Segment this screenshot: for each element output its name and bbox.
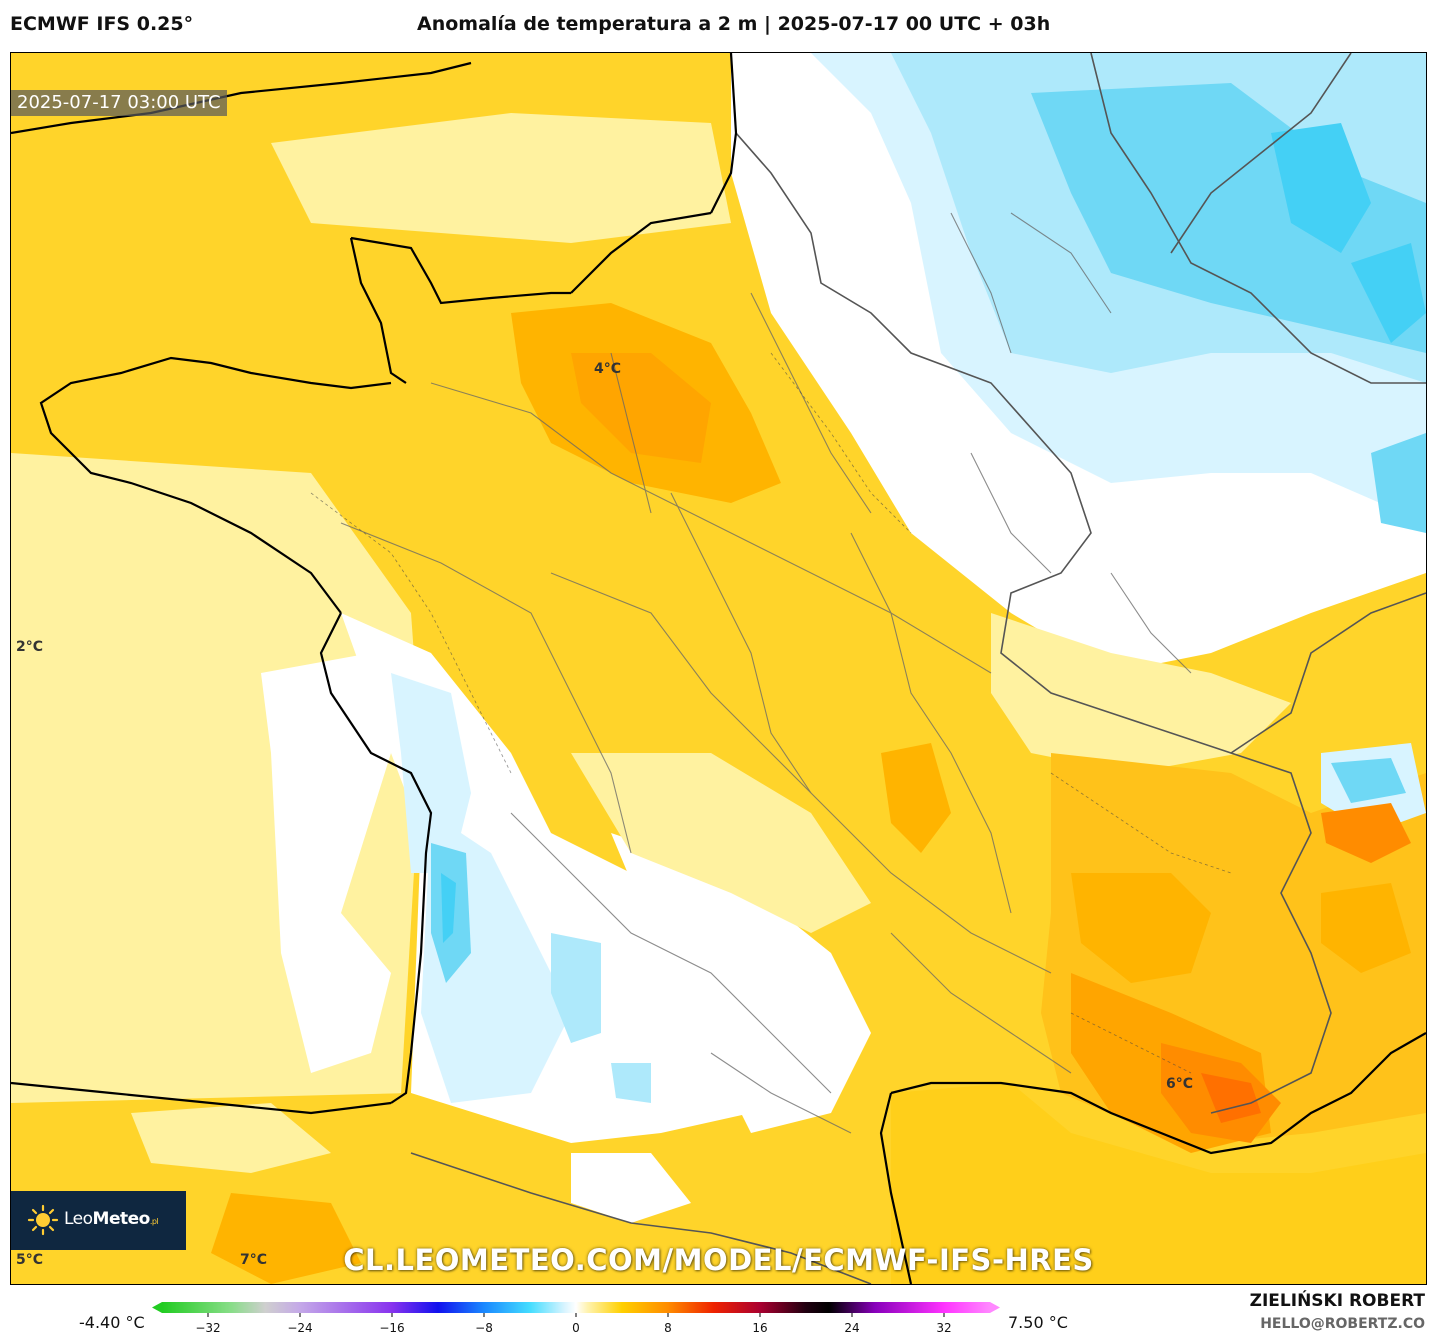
logo-suffix: .pl — [149, 1217, 159, 1226]
colorbar: −32 −24 −16 −8 0 8 16 24 32 — [152, 1302, 1000, 1335]
colorbar-tick-label: 24 — [844, 1321, 859, 1335]
anomaly-label: 6°C — [1166, 1076, 1194, 1092]
colorbar-min-arrow — [152, 1302, 162, 1313]
logo-text-bold: Meteo — [92, 1209, 151, 1229]
author-name: ZIELIŃSKI ROBERT — [1249, 1291, 1425, 1311]
colorbar-tick-label: −24 — [287, 1321, 312, 1335]
colorbar-gradient — [162, 1302, 990, 1313]
valid-time-label: 2025-07-17 03:00 UTC — [11, 90, 227, 116]
author-email: HELLO@ROBERTZ.CO — [1260, 1316, 1425, 1332]
anomaly-map — [11, 53, 1426, 1284]
anomaly-label: 4°C — [594, 361, 622, 377]
colorbar-tick-label: −8 — [475, 1321, 493, 1335]
colorbar-tick-label: 8 — [664, 1321, 672, 1335]
colorbar-tick-label: −32 — [195, 1321, 220, 1335]
model-name: ECMWF IFS 0.25° — [10, 13, 194, 35]
map-panel: 2025-07-17 03:00 UTC 4°C 2°C 6°C 5°C 7°C… — [10, 52, 1427, 1285]
anomaly-label: 2°C — [16, 639, 44, 655]
source-url-watermark: CL.LEOMETEO.COM/MODEL/ECMWF-IFS-HRES — [343, 1243, 1094, 1277]
colorbar-tick-label: 16 — [752, 1321, 767, 1335]
colorbar-tick-label: −16 — [379, 1321, 404, 1335]
anomaly-label: 7°C — [240, 1252, 268, 1268]
colorbar-tick-label: 0 — [572, 1321, 580, 1335]
colorbar-max-label: 7.50 °C — [1008, 1313, 1068, 1332]
leometeo-logo: LeoMeteo.pl — [11, 1191, 186, 1250]
map-title: Anomalía de temperatura a 2 m | 2025-07-… — [417, 13, 1051, 35]
sun-icon — [27, 1204, 59, 1236]
colorbar-tick-label: 32 — [936, 1321, 951, 1335]
colorbar-min-label: -4.40 °C — [79, 1313, 145, 1332]
anomaly-label: 5°C — [16, 1252, 44, 1268]
colorbar-max-arrow — [990, 1302, 1000, 1313]
logo-text-light: Leo — [64, 1209, 93, 1229]
